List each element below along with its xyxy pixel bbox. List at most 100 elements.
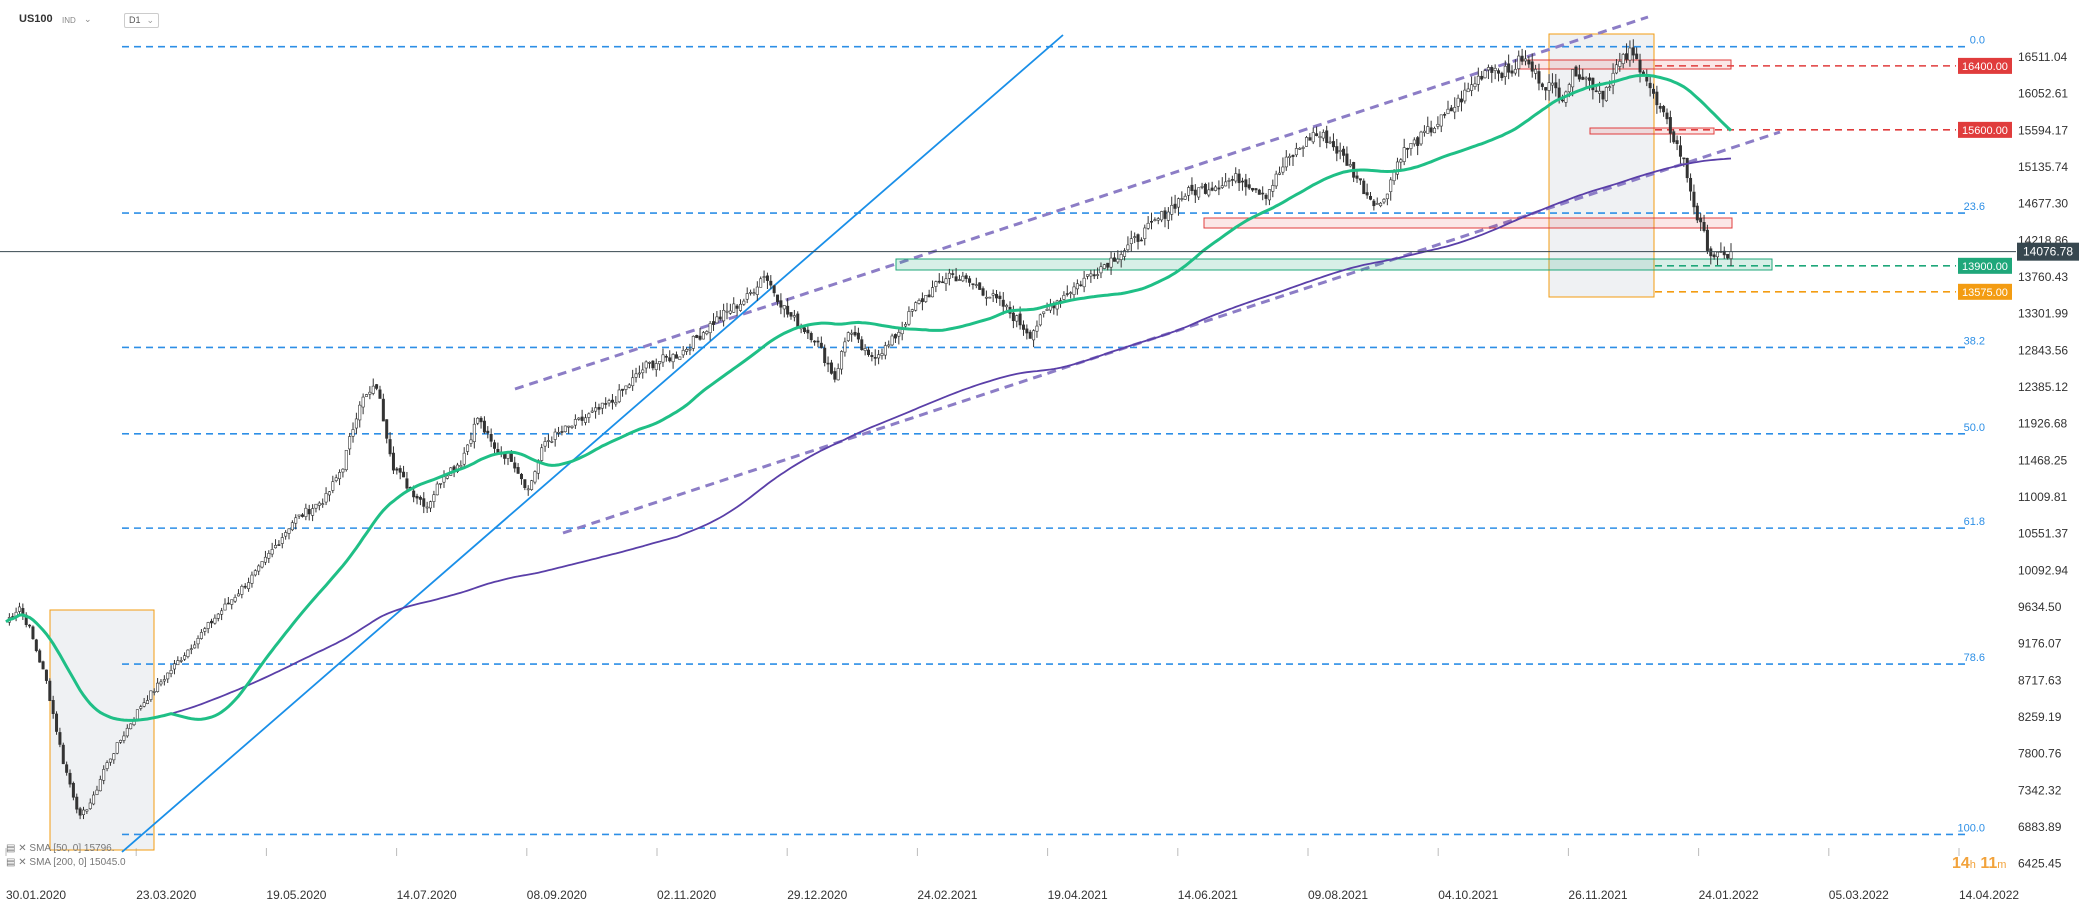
candle bbox=[284, 532, 288, 537]
close-icon[interactable]: ✕ bbox=[18, 857, 27, 868]
candle bbox=[1089, 273, 1093, 277]
candle bbox=[183, 655, 187, 660]
candle bbox=[1443, 114, 1447, 116]
candle bbox=[887, 344, 891, 347]
candle bbox=[142, 702, 146, 707]
symbol-dropdown-icon[interactable]: ⌄ bbox=[84, 14, 92, 24]
candle bbox=[1433, 128, 1437, 134]
candle bbox=[1005, 305, 1009, 308]
candle bbox=[1348, 164, 1352, 167]
candle bbox=[1294, 148, 1298, 156]
date-tick-label: 30.01.2020 bbox=[6, 888, 66, 902]
candle bbox=[1085, 274, 1089, 277]
candle bbox=[981, 288, 985, 296]
candle bbox=[546, 440, 550, 442]
candle bbox=[553, 431, 557, 440]
candle bbox=[476, 417, 480, 424]
candle bbox=[705, 331, 709, 335]
candle bbox=[796, 313, 800, 328]
date-tick-label: 19.04.2021 bbox=[1048, 888, 1108, 902]
candle bbox=[823, 347, 827, 363]
candle bbox=[641, 369, 645, 374]
candle bbox=[297, 514, 301, 517]
range-box-covid bbox=[49, 609, 155, 851]
candle bbox=[482, 420, 486, 433]
candle bbox=[701, 332, 705, 340]
candle bbox=[1655, 91, 1659, 106]
candle bbox=[156, 682, 160, 692]
candle bbox=[927, 294, 931, 298]
candle bbox=[988, 296, 992, 299]
candle bbox=[166, 672, 170, 680]
candle bbox=[1537, 71, 1541, 84]
candle bbox=[792, 315, 796, 318]
candle bbox=[1601, 90, 1605, 100]
candle bbox=[1402, 147, 1406, 162]
close-icon[interactable]: ✕ bbox=[18, 843, 27, 854]
candle bbox=[1298, 147, 1302, 150]
candle bbox=[607, 400, 611, 404]
current-price-tag bbox=[2017, 242, 2079, 261]
candle bbox=[816, 340, 820, 343]
fibonacci-label: 0.0 bbox=[1970, 35, 1985, 47]
settings-icon[interactable]: ▤ bbox=[6, 843, 16, 854]
candle bbox=[600, 402, 604, 409]
candle bbox=[1092, 274, 1096, 277]
candle bbox=[1150, 220, 1154, 223]
candle bbox=[931, 287, 935, 298]
candle bbox=[479, 417, 483, 423]
date-tick-label: 24.01.2022 bbox=[1699, 888, 1759, 902]
candle bbox=[1389, 179, 1393, 192]
candle bbox=[351, 429, 355, 437]
candle bbox=[580, 416, 584, 421]
candle bbox=[1038, 314, 1042, 326]
candle bbox=[1176, 198, 1180, 208]
candle bbox=[1166, 211, 1170, 221]
candle bbox=[129, 723, 133, 730]
price-tick-label: 14677.30 bbox=[2018, 197, 2068, 211]
candle bbox=[1025, 328, 1029, 334]
candle bbox=[1079, 284, 1083, 287]
price-tick-label: 6425.45 bbox=[2018, 857, 2062, 871]
date-tick-label: 29.12.2020 bbox=[787, 888, 847, 902]
candle bbox=[1554, 82, 1558, 89]
candle bbox=[1143, 227, 1147, 239]
candle bbox=[1470, 84, 1474, 91]
date-tick-label: 09.08.2021 bbox=[1308, 888, 1368, 902]
market-label: IND bbox=[62, 16, 76, 25]
candle bbox=[1699, 217, 1703, 223]
candle bbox=[567, 425, 571, 428]
support-zone-13900 bbox=[895, 258, 1773, 271]
candle bbox=[1426, 126, 1430, 134]
candle bbox=[1345, 153, 1349, 166]
candle bbox=[728, 310, 732, 314]
candle bbox=[442, 476, 446, 483]
indicator-legend-sma50[interactable]: ▤ ✕ SMA [50, 0] 15796. bbox=[6, 843, 114, 854]
candle bbox=[550, 441, 554, 443]
range-box-top bbox=[1548, 33, 1655, 298]
candle bbox=[462, 452, 466, 465]
candle bbox=[1695, 205, 1699, 221]
timeframe-select[interactable]: D1 ⌄ bbox=[124, 13, 160, 28]
candle bbox=[1658, 105, 1662, 109]
indicator-legend-sma200[interactable]: ▤ ✕ SMA [200, 0] 15045.0 bbox=[6, 857, 126, 868]
candle bbox=[334, 477, 338, 481]
candle bbox=[179, 659, 183, 662]
candle bbox=[1328, 141, 1332, 144]
candle bbox=[540, 447, 544, 461]
symbol-label[interactable]: US100 bbox=[19, 13, 53, 25]
candle bbox=[472, 423, 476, 442]
candle bbox=[1702, 222, 1706, 231]
settings-icon[interactable]: ▤ bbox=[6, 857, 16, 868]
candle bbox=[1476, 75, 1480, 85]
candle bbox=[304, 507, 308, 517]
candle bbox=[1523, 58, 1527, 62]
candle bbox=[880, 353, 884, 356]
candle bbox=[422, 498, 426, 507]
candle bbox=[1665, 112, 1669, 120]
candle bbox=[971, 283, 975, 285]
candle bbox=[243, 585, 247, 588]
candle bbox=[1180, 198, 1184, 200]
candle bbox=[806, 329, 810, 334]
